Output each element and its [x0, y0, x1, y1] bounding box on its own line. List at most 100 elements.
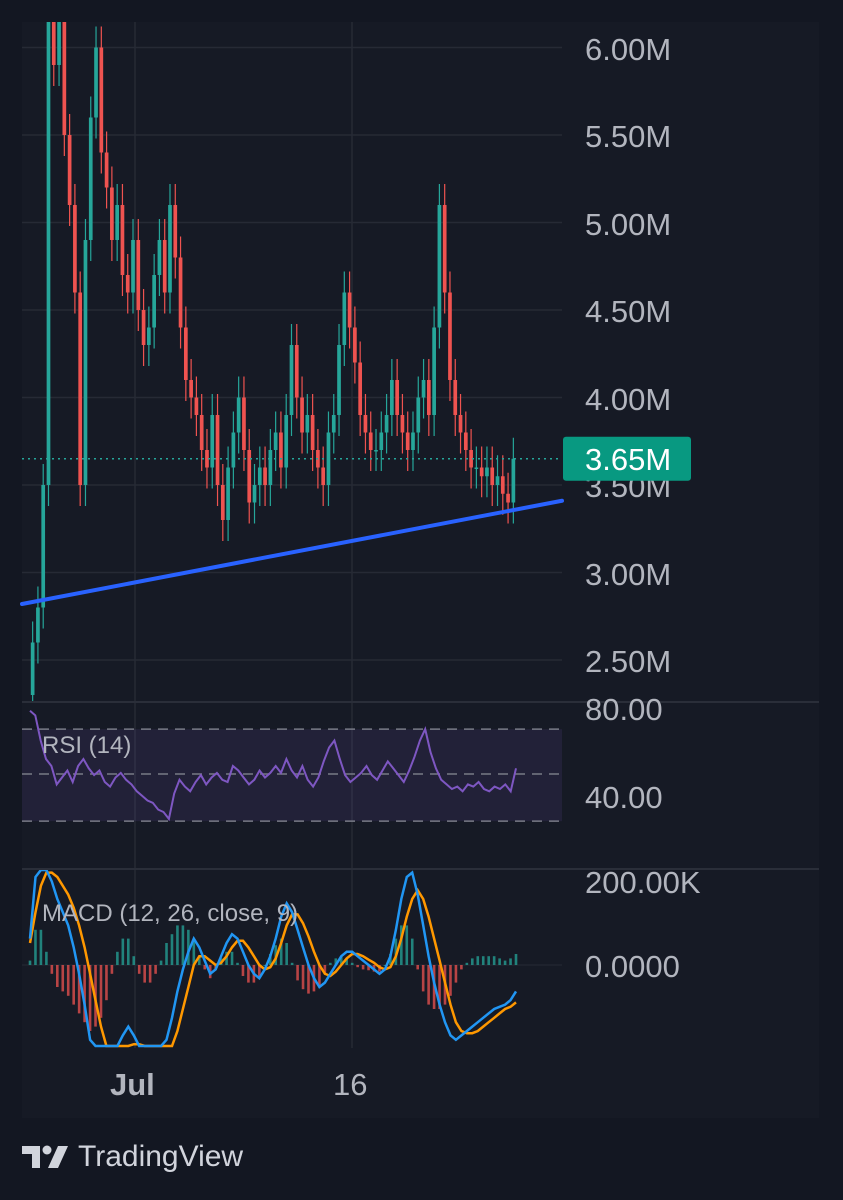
tradingview-logo-icon — [22, 1145, 68, 1168]
candle-body — [78, 292, 83, 485]
macd-histogram-bar — [148, 965, 152, 983]
macd-histogram-bar — [83, 965, 86, 1023]
candle-body — [73, 205, 77, 293]
macd-histogram-bar — [241, 965, 245, 976]
candle-body — [94, 47, 98, 118]
candle-body — [257, 467, 262, 485]
macd-histogram-bar — [170, 934, 174, 965]
candle-body — [495, 476, 500, 485]
macd-histogram-bar — [225, 951, 228, 965]
candle-body — [511, 458, 516, 503]
macd-label[interactable]: MACD (12, 26, close, 9) — [42, 900, 298, 927]
macd-histogram-bar — [197, 956, 201, 965]
candle-body — [178, 257, 183, 328]
candle-body — [136, 240, 141, 310]
macd-histogram-bar — [285, 943, 288, 965]
macd-histogram-bar — [88, 965, 92, 1031]
candle-body — [62, 22, 67, 135]
candle-body — [485, 467, 489, 477]
candle-body — [416, 397, 421, 433]
macd-histogram-bar — [34, 929, 37, 965]
candle-body — [57, 22, 61, 65]
candle-body — [242, 397, 246, 450]
macd-histogram-bar — [181, 925, 185, 965]
macd-histogram-bar — [39, 929, 43, 965]
support-trendline — [20, 498, 564, 606]
macd-histogram-bar — [454, 965, 458, 983]
candle-body — [147, 327, 151, 345]
macd-histogram-bar — [61, 965, 65, 992]
candle-body — [99, 47, 104, 153]
candle-body — [173, 205, 178, 258]
candle-body — [390, 380, 394, 415]
rsi-line — [29, 710, 517, 822]
grid — [22, 22, 562, 1048]
candle-body — [215, 415, 220, 485]
macd-histogram-bar — [460, 965, 463, 970]
macd-histogram-bar — [236, 962, 239, 965]
macd-histogram-bar — [159, 960, 163, 965]
macd-histogram-bar — [367, 965, 370, 971]
macd-histogram-bar — [350, 962, 354, 965]
candle-body — [104, 152, 109, 188]
tradingview-brand[interactable]: TradingView — [22, 1140, 243, 1174]
candle-body — [183, 327, 188, 380]
price-tick: 5.50M — [585, 119, 671, 154]
macd-histogram-bar — [383, 965, 387, 966]
macd-tick: 0.0000 — [585, 949, 680, 984]
macd-histogram-bar — [247, 965, 250, 983]
macd-histogram-bar — [514, 954, 518, 965]
candle-body — [226, 467, 230, 520]
trendline-layer[interactable] — [20, 498, 564, 606]
candle-body — [263, 467, 267, 485]
macd-histogram-bar — [492, 956, 496, 965]
candle-body — [205, 450, 209, 468]
macd-histogram-bar — [187, 929, 190, 965]
macd-histogram-bar — [356, 965, 359, 968]
rsi-pane-bg — [22, 703, 819, 869]
macd-histogram-bar — [400, 925, 403, 965]
candle-body — [421, 380, 426, 398]
macd-histogram-bar — [465, 962, 469, 965]
candle-body — [400, 415, 405, 433]
time-tick-jul: Jul — [110, 1067, 155, 1102]
macd-histogram-bar — [498, 958, 501, 965]
candle-body — [162, 240, 167, 293]
candle-body — [479, 467, 484, 477]
macd-histogram-bar — [132, 956, 136, 965]
candle-body — [168, 205, 172, 293]
candle-body — [500, 476, 505, 494]
candle-body — [152, 275, 156, 328]
rsi-label[interactable]: RSI (14) — [42, 732, 131, 759]
price-tick: 5.00M — [585, 207, 671, 242]
price-tick: 3.00M — [585, 557, 671, 592]
macd-histogram-bar — [361, 965, 365, 970]
macd-histogram-bar — [307, 965, 310, 994]
macd-histogram-bar — [438, 965, 441, 1009]
macd-histogram-bar — [471, 958, 474, 965]
candle-body — [141, 310, 146, 345]
candle-body — [384, 415, 389, 433]
macd-histogram-bar — [137, 965, 141, 974]
candle-body — [125, 275, 130, 293]
rsi-tick: 40.00 — [585, 780, 663, 815]
candle-body — [395, 380, 399, 415]
macd-histogram-bar — [345, 958, 349, 965]
candle-body — [347, 292, 352, 328]
macd-line — [28, 868, 518, 1048]
candle-body — [321, 467, 326, 485]
candle-body — [252, 485, 257, 503]
macd-histogram-bar — [77, 965, 81, 1014]
candle-body — [88, 117, 93, 240]
candle-body — [432, 327, 436, 415]
macd-histogram-bar — [449, 965, 452, 996]
candle-body — [157, 240, 162, 275]
candle-body — [279, 432, 283, 468]
macd-histogram-bar — [509, 958, 512, 965]
macd-histogram-bar — [203, 965, 207, 970]
candle-body — [46, 22, 51, 485]
candle-body — [368, 432, 373, 450]
macd-histogram-bar — [279, 938, 283, 965]
macd-histogram-bar — [296, 965, 299, 981]
